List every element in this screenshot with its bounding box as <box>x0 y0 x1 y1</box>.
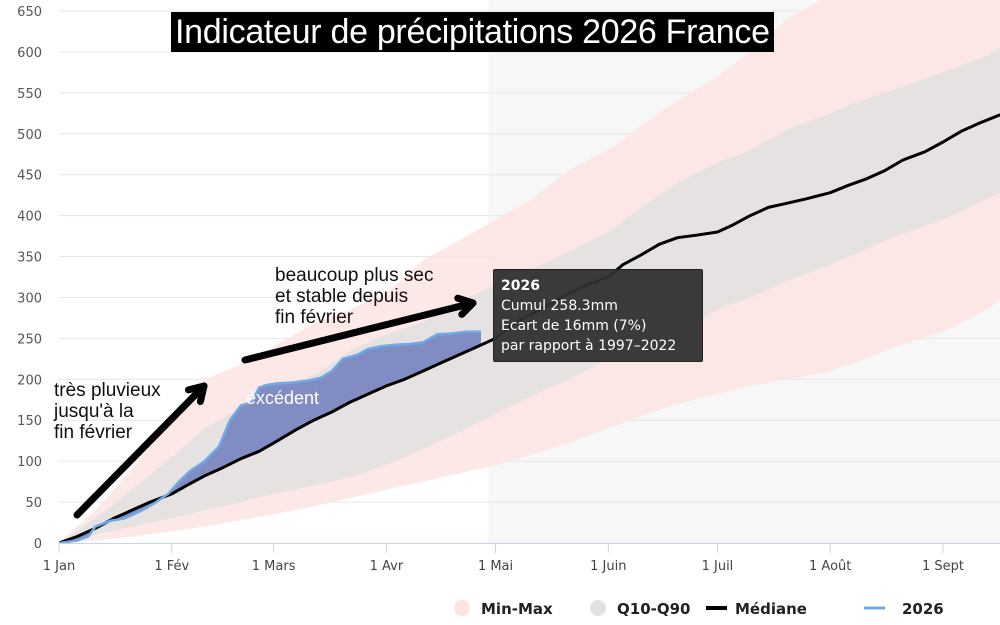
arrow-dry-head <box>454 294 477 318</box>
x-tick-label: 1 Fév <box>154 559 189 574</box>
annotation-wet-line1: très pluvieux <box>54 380 161 401</box>
y-tick-label: 500 <box>17 128 42 143</box>
y-tick-label: 150 <box>17 414 42 429</box>
annotation-arrows <box>73 294 477 519</box>
series-2026-line <box>59 330 482 543</box>
arrow-wet-shaft <box>73 382 208 519</box>
y-tick-label: 350 <box>17 251 42 266</box>
arrow-dry-shaft <box>241 299 477 364</box>
excedent-fill <box>59 331 481 543</box>
x-tick-label: 1 Mars <box>252 559 296 574</box>
annotations: très pluvieux jusqu'à la fin février bea… <box>53 265 433 443</box>
y-axis-ticks: 0 50 100 150 200 250 300 350 400 450 500 550 600 650 <box>17 5 42 552</box>
legend-label-2026: 2026 <box>902 600 944 618</box>
y-tick-label: 0 <box>34 537 42 552</box>
x-tick-label: 1 Avr <box>370 559 404 574</box>
tooltip-reference: par rapport à 1997–2022 <box>501 338 677 354</box>
y-tick-label: 200 <box>17 373 42 388</box>
annotation-dry-line1: beaucoup plus sec <box>275 265 433 286</box>
legend-item-mediane[interactable]: Médiane <box>706 600 807 618</box>
tooltip-cumul: Cumul 258.3mm <box>501 298 618 314</box>
tooltip-title: 2026 <box>501 278 540 294</box>
legend-label-q10-q90: Q10-Q90 <box>617 600 690 618</box>
arrow-wet-head <box>184 382 208 406</box>
y-tick-label: 100 <box>17 455 42 470</box>
x-tick-label: 1 Juil <box>702 559 734 574</box>
annotation-dry-line3: fin février <box>275 307 354 328</box>
legend: Min-Max Q10-Q90 Médiane 2026 <box>454 600 944 618</box>
legend-item-q10-q90[interactable]: Q10-Q90 <box>590 600 690 618</box>
annotation-excedent: excédent <box>246 388 319 408</box>
y-tick-label: 550 <box>17 87 42 102</box>
y-tick-label: 50 <box>25 496 42 511</box>
x-tick-label: 1 Juin <box>590 559 626 574</box>
x-axis-ticks: 1 Jan 1 Fév 1 Mars 1 Avr 1 Mai 1 Juin 1 Juil 1 … <box>43 543 964 574</box>
y-tick-label: 450 <box>17 169 42 184</box>
x-tick-label: 1 Mai <box>478 559 513 574</box>
legend-symbol-q10-q90 <box>590 600 606 616</box>
legend-symbol-min-max <box>454 600 470 616</box>
y-tick-label: 650 <box>17 5 42 20</box>
tooltip: 2026 Cumul 258.3mm Ecart de 16mm (7%) pa… <box>493 269 703 362</box>
x-tick-label: 1 Août <box>809 559 851 574</box>
legend-label-mediane: Médiane <box>735 600 807 618</box>
y-tick-label: 400 <box>17 210 42 225</box>
x-tick-label: 1 Sept <box>922 559 964 574</box>
legend-item-min-max[interactable]: Min-Max <box>454 600 553 618</box>
legend-label-min-max: Min-Max <box>481 600 553 618</box>
y-tick-label: 300 <box>17 291 42 306</box>
annotation-dry-line2: et stable depuis <box>275 286 408 307</box>
legend-item-2026[interactable]: 2026 <box>864 600 944 618</box>
chart-title: Indicateur de précipitations 2026 France <box>171 12 774 52</box>
tooltip-ecart: Ecart de 16mm (7%) <box>501 318 647 334</box>
annotation-wet-line3: fin février <box>54 422 133 443</box>
y-tick-label: 250 <box>17 332 42 347</box>
annotation-wet-line2: jusqu'à la <box>53 401 134 422</box>
y-tick-label: 600 <box>17 46 42 61</box>
x-tick-label: 1 Jan <box>43 559 75 574</box>
